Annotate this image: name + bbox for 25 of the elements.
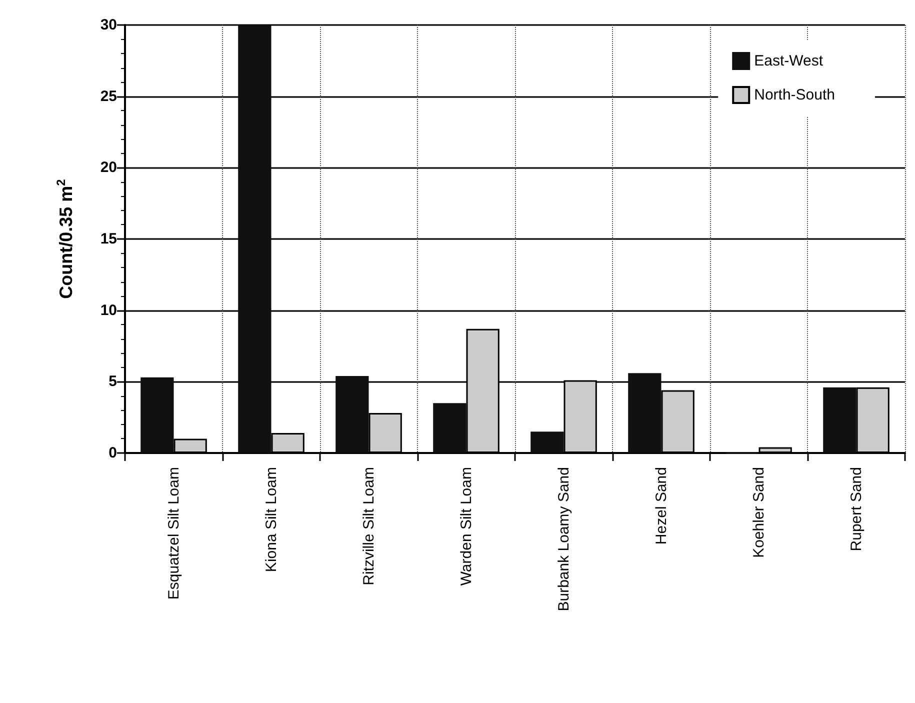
y-tick-label: 20 <box>100 159 117 176</box>
y-axis-title: Count/0.35 m2 <box>54 178 76 299</box>
x-tick-label: Burbank Loamy Sand <box>555 467 572 612</box>
bar <box>433 403 466 453</box>
y-tick-label: 0 <box>108 444 117 462</box>
legend-label: East-West <box>754 52 824 70</box>
x-tick-label: Rupert Sand <box>848 467 865 552</box>
y-tick-label: 15 <box>100 230 117 248</box>
x-tick-label: Hezel Sand <box>652 467 670 545</box>
bar <box>140 377 174 453</box>
bar <box>628 373 662 453</box>
x-tick-label: Warden Silt Loam <box>458 467 475 586</box>
y-tick-label: 10 <box>100 302 117 319</box>
bar <box>336 376 369 453</box>
legend-label: North-South <box>754 86 835 104</box>
bar <box>238 25 272 453</box>
y-tick-label: 30 <box>100 16 117 34</box>
y-tick-label: 5 <box>108 373 117 390</box>
bar <box>530 432 564 453</box>
y-tick-label: 25 <box>100 88 117 105</box>
bar <box>823 387 856 453</box>
x-tick-label: Koehler Sand <box>750 467 768 558</box>
x-tick-label: Esquatzel Silt Loam <box>165 467 182 600</box>
x-tick-label: Kiona Silt Loam <box>262 467 280 572</box>
x-tick-label: Ritzville Silt Loam <box>360 467 378 586</box>
